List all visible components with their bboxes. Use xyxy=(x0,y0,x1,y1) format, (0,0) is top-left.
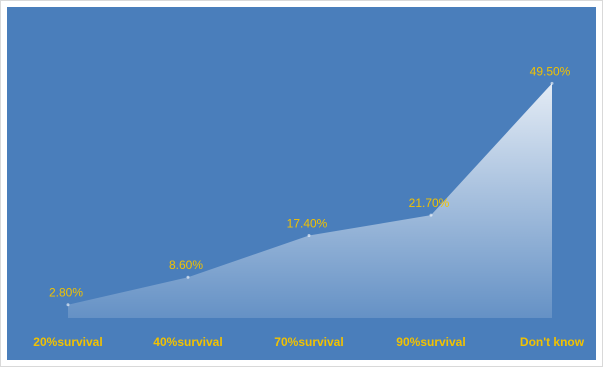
category-label: 40%survival xyxy=(153,335,222,349)
category-label: Don't know xyxy=(520,335,585,349)
category-label: 70%survival xyxy=(274,335,343,349)
data-point xyxy=(550,81,554,85)
data-point xyxy=(66,303,70,307)
data-label: 49.50% xyxy=(530,64,571,78)
category-label: 90%survival xyxy=(396,335,465,349)
data-point xyxy=(186,275,190,279)
data-label: 2.80% xyxy=(49,286,83,300)
data-label: 21.70% xyxy=(409,196,450,210)
data-point xyxy=(307,234,311,238)
data-label: 17.40% xyxy=(287,217,328,231)
category-label: 20%survival xyxy=(33,335,102,349)
data-point xyxy=(429,213,433,217)
area-series xyxy=(68,83,552,319)
data-label: 8.60% xyxy=(169,258,203,272)
